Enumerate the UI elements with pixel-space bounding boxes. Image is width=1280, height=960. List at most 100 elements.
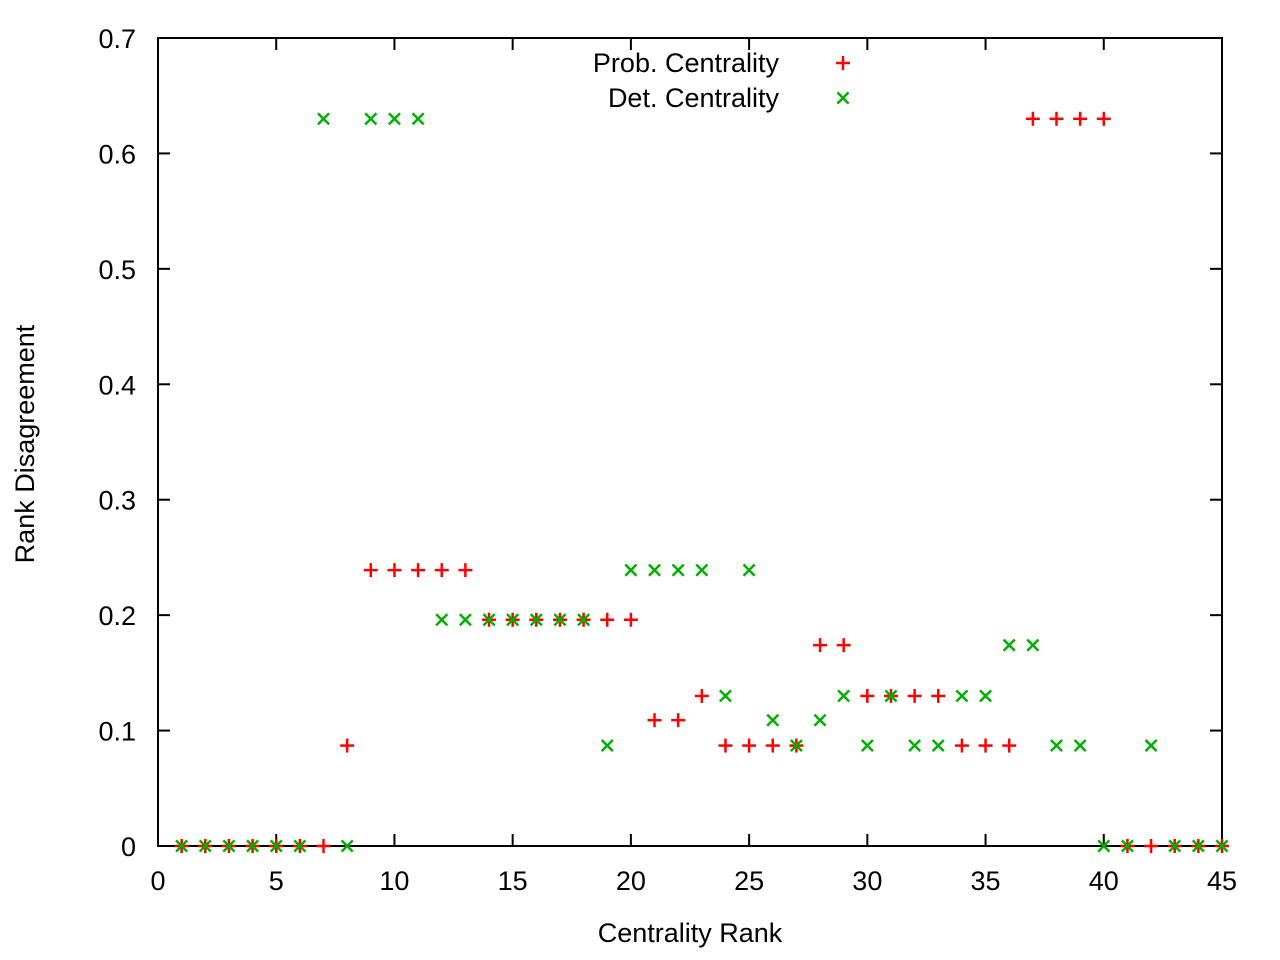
data-point bbox=[175, 839, 189, 853]
data-point bbox=[931, 739, 945, 753]
y-tick-label: 0.7 bbox=[98, 24, 136, 54]
data-point bbox=[506, 613, 520, 627]
plot-frame bbox=[157, 37, 1223, 847]
y-tick-label: 0.5 bbox=[98, 255, 136, 285]
data-point bbox=[198, 839, 212, 853]
data-point bbox=[1096, 111, 1111, 126]
data-point bbox=[1002, 738, 1017, 753]
data-point bbox=[363, 563, 378, 578]
data-point bbox=[600, 612, 615, 627]
y-tick-label: 0.6 bbox=[98, 139, 136, 169]
data-point bbox=[293, 839, 307, 853]
data-point bbox=[954, 738, 969, 753]
data-point bbox=[813, 713, 827, 727]
data-point bbox=[695, 563, 709, 577]
data-point bbox=[553, 613, 567, 627]
data-point bbox=[1120, 839, 1134, 853]
data-point bbox=[694, 688, 709, 703]
data-point bbox=[1191, 839, 1205, 853]
data-point bbox=[411, 112, 425, 126]
data-point bbox=[908, 739, 922, 753]
data-point bbox=[340, 738, 355, 753]
data-point bbox=[435, 613, 449, 627]
data-point bbox=[907, 688, 922, 703]
data-point bbox=[1144, 839, 1159, 853]
data-point bbox=[718, 738, 733, 753]
data-point bbox=[482, 613, 496, 627]
x-tick-label: 10 bbox=[379, 866, 409, 896]
y-tick-label: 0.4 bbox=[98, 370, 136, 400]
data-point bbox=[955, 689, 969, 703]
data-point bbox=[246, 839, 260, 853]
data-point bbox=[1002, 638, 1016, 652]
data-point bbox=[1144, 739, 1158, 753]
data-point bbox=[624, 563, 638, 577]
data-point bbox=[623, 612, 638, 627]
x-tick-label: 20 bbox=[616, 866, 646, 896]
data-point bbox=[1050, 739, 1063, 753]
data-point bbox=[742, 738, 757, 753]
data-point bbox=[458, 563, 473, 578]
data-point bbox=[766, 713, 780, 727]
data-point bbox=[316, 839, 331, 853]
legend-marker bbox=[836, 91, 850, 105]
data-point bbox=[600, 739, 614, 753]
axis-ticks bbox=[157, 37, 1223, 847]
data-point bbox=[387, 112, 401, 126]
series-det-centrality bbox=[175, 112, 1229, 853]
data-point bbox=[1215, 839, 1229, 853]
data-point bbox=[1026, 638, 1040, 652]
y-tick-label: 0.2 bbox=[98, 601, 136, 631]
data-point bbox=[269, 839, 283, 853]
axis-tick-labels: 0 5 10 15 20 25 30 35 40 45 0 0.1 0.2 0.3 0.4 0.5 0.6 0.7 bbox=[98, 24, 1237, 896]
data-point bbox=[222, 839, 236, 853]
data-point bbox=[671, 713, 686, 728]
data-point bbox=[529, 613, 543, 627]
legend-label: Det. Centrality bbox=[608, 83, 780, 113]
data-point bbox=[648, 563, 662, 577]
data-point bbox=[860, 688, 875, 703]
data-point bbox=[1073, 111, 1088, 126]
data-point bbox=[979, 689, 993, 703]
data-point bbox=[1168, 839, 1182, 853]
y-tick-label: 0.1 bbox=[98, 717, 136, 747]
legend: Prob. Centrality Det. Centrality bbox=[593, 48, 850, 113]
x-axis-label: Centrality Rank bbox=[598, 918, 783, 948]
x-tick-label: 40 bbox=[1089, 866, 1119, 896]
data-point bbox=[789, 739, 803, 753]
data-point bbox=[860, 739, 874, 753]
x-tick-label: 0 bbox=[150, 866, 165, 896]
x-tick-label: 5 bbox=[269, 866, 284, 896]
data-point bbox=[434, 563, 449, 578]
data-points bbox=[174, 111, 1229, 853]
data-point bbox=[978, 738, 993, 753]
data-point bbox=[1073, 739, 1087, 753]
data-point bbox=[317, 112, 330, 126]
x-tick-label: 45 bbox=[1207, 866, 1237, 896]
data-point bbox=[931, 688, 946, 703]
y-tick-label: 0 bbox=[121, 832, 136, 862]
data-point bbox=[1049, 111, 1064, 126]
data-point bbox=[718, 689, 732, 703]
data-point bbox=[813, 638, 828, 653]
x-tick-label: 15 bbox=[498, 866, 528, 896]
data-point bbox=[837, 689, 851, 703]
data-point bbox=[387, 563, 402, 578]
data-point bbox=[765, 738, 780, 753]
data-point bbox=[884, 689, 898, 703]
data-point bbox=[458, 613, 472, 627]
y-axis-label: Rank Disagreement bbox=[10, 324, 40, 563]
legend-marker bbox=[836, 56, 850, 70]
x-tick-label: 35 bbox=[971, 866, 1001, 896]
data-point bbox=[836, 638, 851, 653]
data-point bbox=[671, 563, 685, 577]
data-point bbox=[411, 563, 426, 578]
series-prob-centrality bbox=[174, 111, 1229, 853]
data-point bbox=[577, 613, 591, 627]
x-tick-label: 30 bbox=[852, 866, 882, 896]
data-point bbox=[1025, 111, 1040, 126]
data-point bbox=[340, 839, 354, 853]
data-point bbox=[364, 112, 378, 126]
legend-label: Prob. Centrality bbox=[593, 48, 780, 78]
